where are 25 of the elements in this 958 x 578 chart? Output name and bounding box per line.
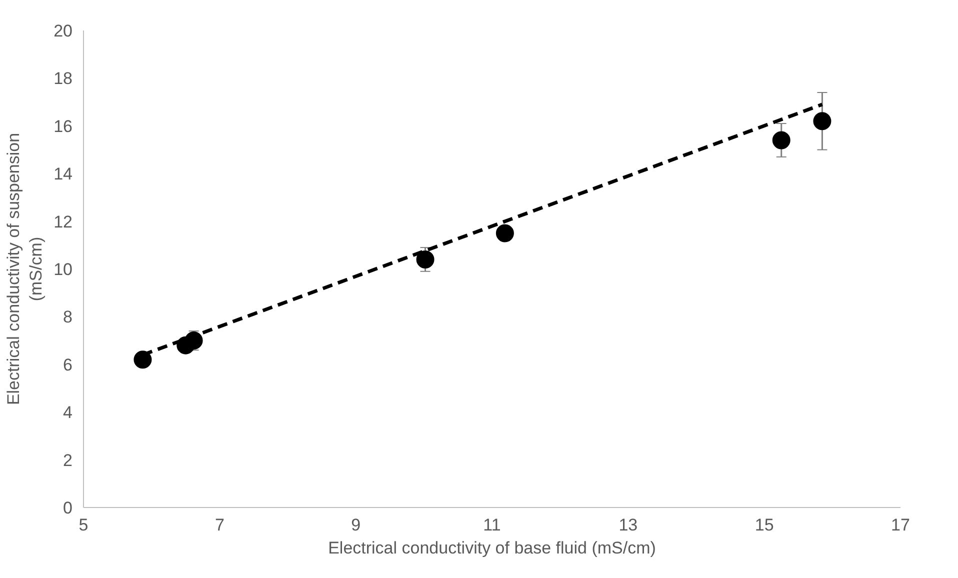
x-tick-label: 7 xyxy=(214,516,224,534)
x-axis-title: Electrical conductivity of base fluid (mS/cm) xyxy=(328,538,656,558)
point xyxy=(813,112,832,130)
y-axis-title: Electrical conductivity of suspension (mS/cm) xyxy=(4,132,46,406)
y-tick-label: 12 xyxy=(54,212,73,232)
y-tick-label: 2 xyxy=(63,450,73,470)
y-tick-label: 18 xyxy=(54,69,73,88)
y-tick-label: 16 xyxy=(54,116,73,136)
x-tick-label: 15 xyxy=(754,516,774,534)
y-tick-label: 10 xyxy=(54,260,73,279)
x-tick-label: 5 xyxy=(78,516,88,534)
point xyxy=(772,131,790,150)
y-tick-label: 6 xyxy=(63,355,73,374)
x-tick-label: 9 xyxy=(351,516,361,534)
x-tick-label: 11 xyxy=(483,516,501,534)
x-tick-label: 13 xyxy=(618,516,638,534)
y-tick-label: 14 xyxy=(54,164,73,184)
y-tick-label: 8 xyxy=(63,308,73,327)
y-tick-label: 20 xyxy=(54,22,73,40)
point xyxy=(496,224,514,242)
y-tick-label: 4 xyxy=(63,403,73,422)
point xyxy=(416,250,434,268)
y-tick-label: 0 xyxy=(63,498,73,518)
x-tick-label: 17 xyxy=(891,516,910,534)
point xyxy=(134,350,152,369)
